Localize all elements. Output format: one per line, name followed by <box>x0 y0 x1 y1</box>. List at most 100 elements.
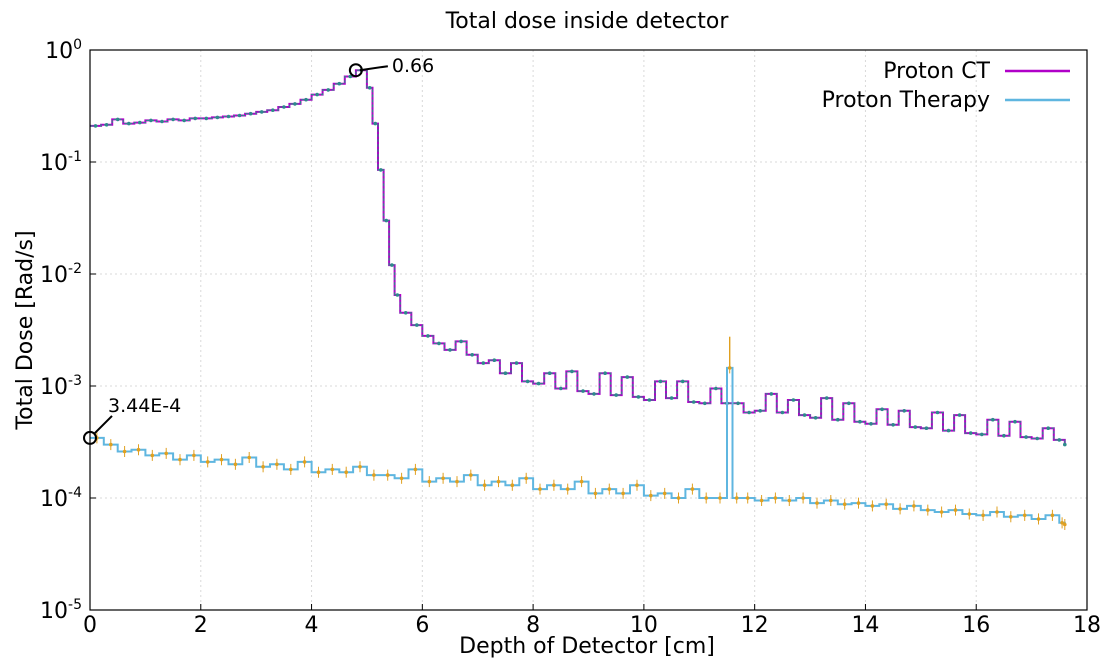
data-point <box>470 353 475 357</box>
data-point <box>215 115 220 120</box>
data-point <box>373 121 378 126</box>
data-point <box>104 123 109 127</box>
data-point <box>367 86 372 90</box>
data-point <box>204 116 209 121</box>
x-tick-label: 18 <box>1073 613 1101 638</box>
data-point <box>182 118 186 123</box>
data-point <box>348 74 353 79</box>
data-point <box>625 375 630 379</box>
x-tick-label: 16 <box>962 613 990 638</box>
data-point <box>403 311 408 315</box>
data-point <box>880 407 884 412</box>
data-point <box>858 419 862 424</box>
data-point <box>304 97 308 102</box>
annotation-label: 3.44E-4 <box>108 395 181 417</box>
annotations: 0.66 3.44E-4 <box>83 55 434 445</box>
data-point <box>703 401 707 406</box>
data-point <box>1013 419 1017 424</box>
data-point <box>547 371 552 376</box>
y-tick-label: 10-5 <box>40 597 82 624</box>
data-point <box>138 120 142 125</box>
data-point <box>536 381 541 386</box>
data-point <box>935 410 940 415</box>
y-tick-label: 10-3 <box>40 373 82 400</box>
data-point <box>226 114 231 119</box>
data-point <box>824 396 829 400</box>
data-point <box>847 401 851 406</box>
data-point <box>559 386 563 391</box>
data-point <box>115 117 120 122</box>
data-point <box>1024 435 1028 439</box>
data-point <box>581 389 585 393</box>
data-point <box>503 371 508 376</box>
data-point <box>315 92 319 97</box>
data-point <box>802 413 807 417</box>
data-point <box>924 426 929 431</box>
data-point <box>481 361 486 365</box>
data-point <box>448 348 452 352</box>
data-point <box>93 124 98 128</box>
x-tick-label: 4 <box>305 613 319 638</box>
x-tick-label: 14 <box>851 613 879 638</box>
grid-lines <box>89 49 1088 611</box>
data-point <box>658 379 663 384</box>
series-layer <box>90 68 1067 530</box>
data-point <box>1063 442 1067 447</box>
data-point <box>171 117 175 122</box>
data-point <box>282 105 286 109</box>
data-point <box>991 417 995 422</box>
y-axis-ticks: 100 10-1 10-2 10-3 10-4 10-5 <box>40 37 96 624</box>
data-point <box>714 386 718 391</box>
y-axis-label: Total Dose [Rad/s] <box>13 230 38 430</box>
legend: Proton CT Proton Therapy <box>822 59 1070 113</box>
data-point <box>337 81 342 86</box>
data-point <box>437 341 441 346</box>
data-point <box>259 110 264 114</box>
data-point <box>514 361 519 365</box>
data-point <box>603 371 607 376</box>
data-point <box>902 409 906 413</box>
annotation-marker <box>83 430 97 445</box>
data-point <box>237 113 242 118</box>
data-point <box>149 118 153 123</box>
annotation-label: 0.66 <box>392 55 434 77</box>
annotation-leader <box>359 65 389 72</box>
data-point <box>1035 436 1039 441</box>
data-point <box>758 409 762 413</box>
data-point <box>271 108 275 112</box>
data-point <box>747 410 751 415</box>
data-point <box>869 422 873 426</box>
data-point <box>736 401 740 406</box>
data-point <box>636 395 641 399</box>
data-point <box>836 417 840 422</box>
x-tick-label: 10 <box>630 613 658 638</box>
x-tick-label: 6 <box>415 613 429 638</box>
data-point <box>891 423 895 427</box>
x-axis-ticks: 0 2 4 6 8 10 12 14 16 18 <box>83 604 1101 638</box>
data-point <box>293 102 297 106</box>
data-point <box>1002 433 1006 438</box>
chart-title: Total dose inside detector <box>445 9 730 34</box>
data-point <box>390 263 394 267</box>
x-tick-label: 2 <box>194 613 208 638</box>
data-point <box>384 218 389 223</box>
data-point <box>813 416 818 420</box>
data-point <box>570 369 574 374</box>
data-point <box>379 168 383 172</box>
data-point <box>669 396 674 400</box>
data-point <box>769 392 774 396</box>
series-overlay-line <box>90 69 1066 445</box>
data-point <box>968 431 973 435</box>
data-point <box>395 293 400 297</box>
series-0 <box>90 68 1067 447</box>
data-point <box>691 400 696 404</box>
data-point <box>614 393 618 397</box>
data-point <box>647 398 652 402</box>
data-point <box>780 410 785 415</box>
data-point <box>426 334 430 338</box>
data-point <box>415 323 419 327</box>
plot-frame <box>89 49 1088 611</box>
data-point <box>791 398 796 402</box>
x-axis-label: Depth of Detector [cm] <box>459 634 715 659</box>
